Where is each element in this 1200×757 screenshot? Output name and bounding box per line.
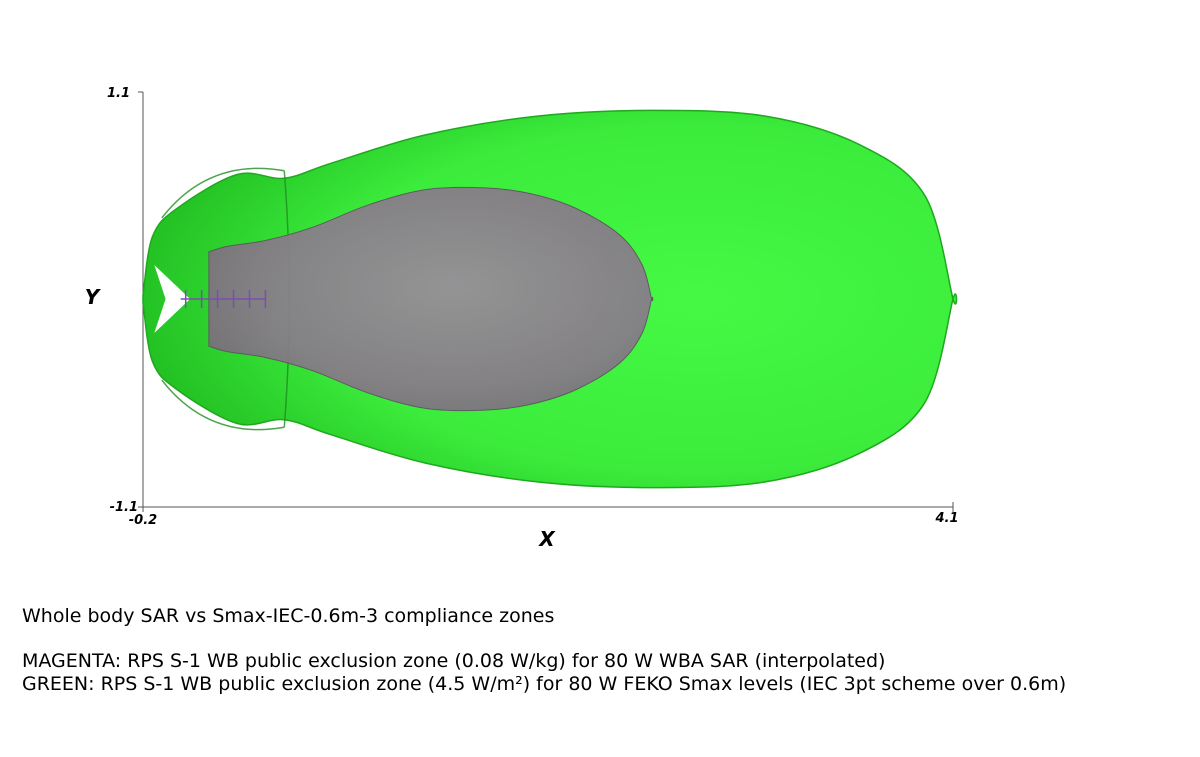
x-tick-label-min: -0.2 [129,513,157,528]
green-zone-notch [154,265,191,333]
x-tick-label-max: 4.1 [934,511,958,526]
y-axis-title: Y [85,285,102,309]
y-tick-label-max: 1.1 [107,86,130,101]
caption-title: Whole body SAR vs Smax-IEC-0.6m-3 compli… [22,605,555,627]
magenta-exclusion-zone [208,186,654,412]
caption-green-legend: GREEN: RPS S-1 WB public exclusion zone … [22,673,1067,695]
y-tick-label-min: -1.1 [110,500,138,515]
x-axis-title: X [537,527,556,551]
antenna-element-icon [180,290,267,308]
plot-area: 1.1 -1.1 -0.2 4.1 Y X [85,86,959,551]
caption-magenta-legend: MAGENTA: RPS S-1 WB public exclusion zon… [22,650,886,672]
